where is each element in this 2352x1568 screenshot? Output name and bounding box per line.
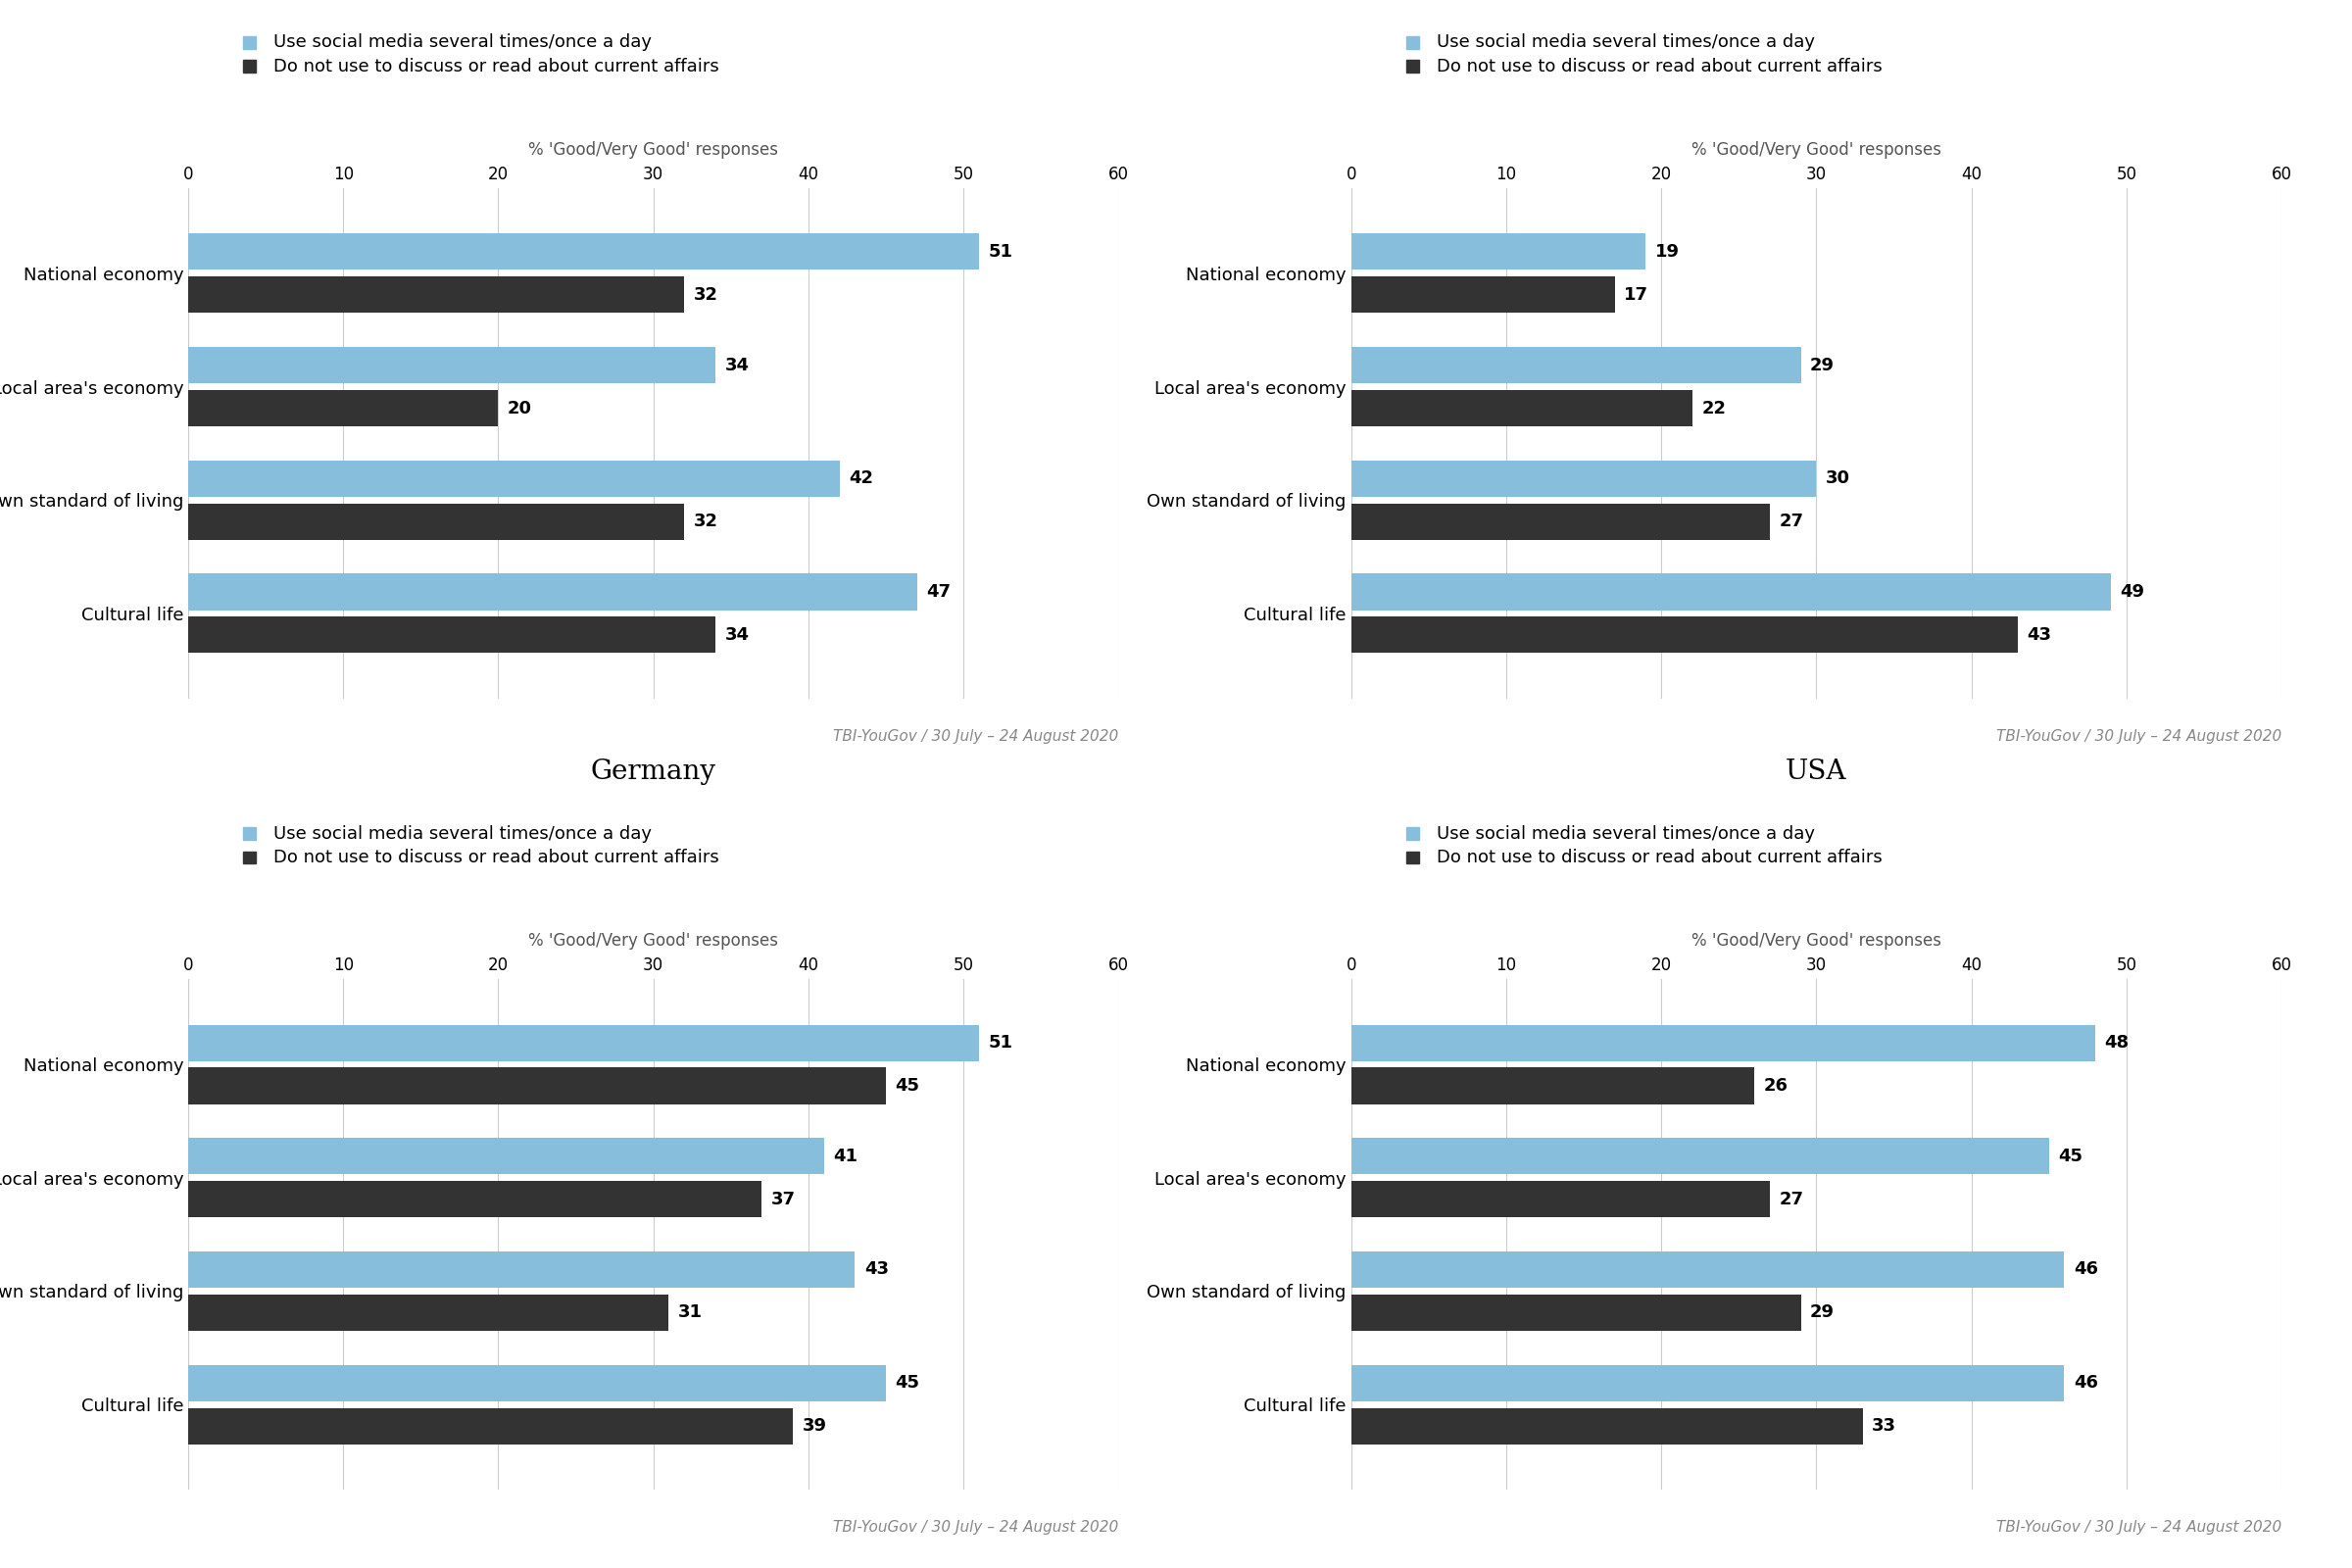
Bar bbox=[188, 1408, 793, 1444]
Bar bbox=[1350, 574, 2110, 610]
Bar bbox=[1350, 1068, 1755, 1104]
Bar bbox=[1350, 234, 1646, 270]
Bar bbox=[188, 390, 499, 426]
Legend: Use social media several times/once a day, Do not use to discuss or read about c: Use social media several times/once a da… bbox=[245, 33, 720, 75]
Text: 32: 32 bbox=[694, 285, 717, 304]
Bar bbox=[188, 1024, 978, 1062]
Bar bbox=[1350, 347, 1802, 383]
Legend: Use social media several times/once a day, Do not use to discuss or read about c: Use social media several times/once a da… bbox=[245, 825, 720, 866]
Bar bbox=[188, 234, 978, 270]
Bar bbox=[188, 347, 715, 383]
Text: 27: 27 bbox=[1778, 513, 1804, 530]
Bar bbox=[188, 503, 684, 539]
Bar bbox=[188, 1068, 887, 1104]
Bar bbox=[188, 616, 715, 654]
Text: 45: 45 bbox=[896, 1374, 920, 1392]
Text: 49: 49 bbox=[2119, 583, 2145, 601]
Bar bbox=[1350, 1364, 2065, 1402]
Bar bbox=[188, 574, 917, 610]
Bar bbox=[1350, 461, 1816, 497]
Text: TBI-YouGov / 30 July – 24 August 2020: TBI-YouGov / 30 July – 24 August 2020 bbox=[1997, 729, 2281, 743]
Bar bbox=[1350, 1181, 1769, 1217]
Text: 51: 51 bbox=[988, 243, 1014, 260]
Text: 30: 30 bbox=[1825, 470, 1851, 488]
Legend: Use social media several times/once a day, Do not use to discuss or read about c: Use social media several times/once a da… bbox=[1406, 825, 1882, 866]
Text: 43: 43 bbox=[863, 1261, 889, 1278]
Text: 32: 32 bbox=[694, 513, 717, 530]
X-axis label: % 'Good/Very Good' responses: % 'Good/Very Good' responses bbox=[1691, 141, 1940, 158]
Text: 26: 26 bbox=[1764, 1077, 1788, 1094]
Bar bbox=[1350, 1024, 2096, 1062]
Text: 46: 46 bbox=[2074, 1374, 2098, 1392]
Bar bbox=[188, 1295, 668, 1331]
Text: 17: 17 bbox=[1623, 285, 1649, 304]
X-axis label: % 'Good/Very Good' responses: % 'Good/Very Good' responses bbox=[529, 933, 779, 950]
Bar bbox=[188, 1138, 823, 1174]
X-axis label: % 'Good/Very Good' responses: % 'Good/Very Good' responses bbox=[1691, 933, 1940, 950]
Bar bbox=[1350, 1138, 2049, 1174]
Text: 48: 48 bbox=[2105, 1033, 2129, 1052]
Bar bbox=[188, 1181, 762, 1217]
Bar bbox=[188, 1364, 887, 1402]
Text: 34: 34 bbox=[724, 356, 750, 373]
Bar bbox=[1350, 390, 1691, 426]
Text: TBI-YouGov / 30 July – 24 August 2020: TBI-YouGov / 30 July – 24 August 2020 bbox=[833, 729, 1120, 743]
Bar bbox=[1350, 1295, 1802, 1331]
Text: Germany: Germany bbox=[590, 759, 715, 786]
Bar bbox=[188, 276, 684, 314]
Text: 39: 39 bbox=[802, 1417, 826, 1435]
Text: 20: 20 bbox=[508, 400, 532, 417]
Text: 46: 46 bbox=[2074, 1261, 2098, 1278]
Text: 43: 43 bbox=[2027, 626, 2051, 644]
Bar bbox=[188, 1251, 854, 1287]
Text: 45: 45 bbox=[896, 1077, 920, 1094]
Text: 34: 34 bbox=[724, 626, 750, 644]
Legend: Use social media several times/once a day, Do not use to discuss or read about c: Use social media several times/once a da… bbox=[1406, 33, 1882, 75]
Text: 37: 37 bbox=[771, 1190, 795, 1207]
Text: 41: 41 bbox=[833, 1148, 858, 1165]
Text: 29: 29 bbox=[1811, 1305, 1835, 1322]
Text: TBI-YouGov / 30 July – 24 August 2020: TBI-YouGov / 30 July – 24 August 2020 bbox=[833, 1521, 1120, 1535]
Bar bbox=[188, 461, 840, 497]
Bar bbox=[1350, 1408, 1863, 1444]
Text: 51: 51 bbox=[988, 1033, 1014, 1052]
Text: TBI-YouGov / 30 July – 24 August 2020: TBI-YouGov / 30 July – 24 August 2020 bbox=[1997, 1521, 2281, 1535]
Text: 33: 33 bbox=[1872, 1417, 1896, 1435]
Text: 22: 22 bbox=[1700, 400, 1726, 417]
Bar bbox=[1350, 1251, 2065, 1287]
Text: 45: 45 bbox=[2058, 1148, 2082, 1165]
Bar bbox=[1350, 276, 1616, 314]
Bar bbox=[1350, 503, 1769, 539]
Text: 31: 31 bbox=[677, 1305, 703, 1322]
Text: 19: 19 bbox=[1656, 243, 1679, 260]
Bar bbox=[1350, 616, 2018, 654]
Text: USA: USA bbox=[1785, 759, 1846, 786]
Text: 29: 29 bbox=[1811, 356, 1835, 373]
Text: 42: 42 bbox=[849, 470, 873, 488]
Text: 27: 27 bbox=[1778, 1190, 1804, 1207]
Text: 47: 47 bbox=[927, 583, 950, 601]
X-axis label: % 'Good/Very Good' responses: % 'Good/Very Good' responses bbox=[529, 141, 779, 158]
